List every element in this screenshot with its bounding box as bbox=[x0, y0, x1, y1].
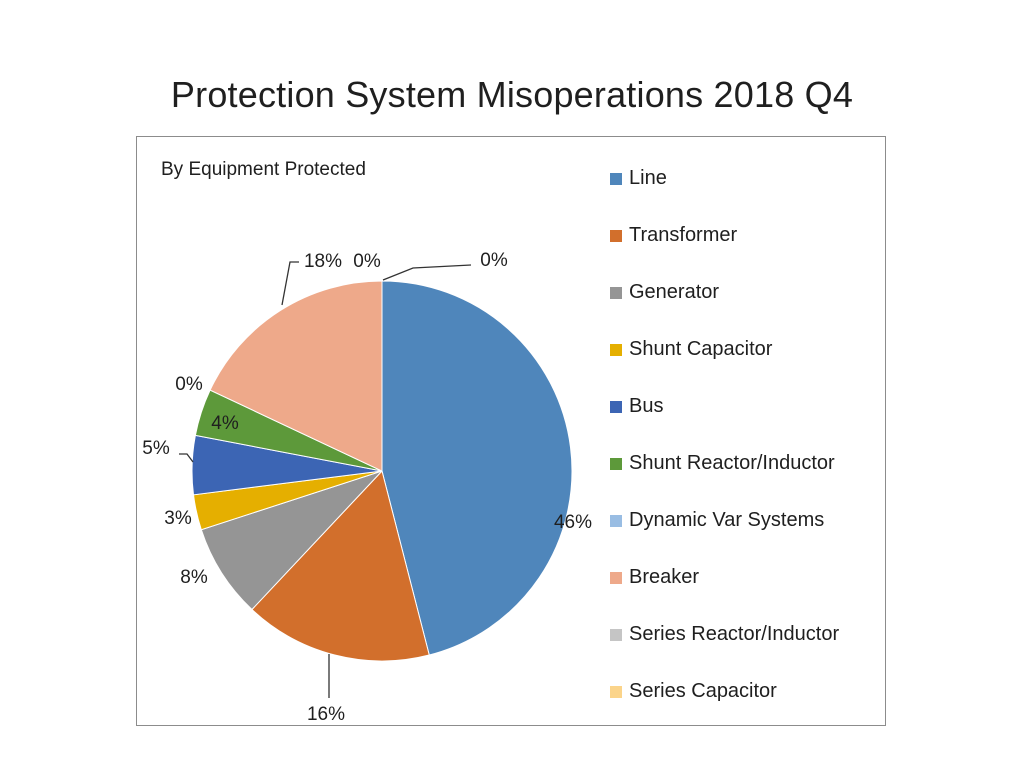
pie-slice-line bbox=[381, 280, 573, 656]
legend-label: Shunt Reactor/Inductor bbox=[629, 452, 835, 474]
legend-label: Breaker bbox=[629, 566, 700, 588]
leader-line-series-capacitor bbox=[382, 264, 472, 281]
legend-item-transformer: Transformer bbox=[610, 224, 839, 281]
legend-label: Shunt Capacitor bbox=[629, 338, 773, 360]
data-label-breaker: 18% bbox=[304, 251, 342, 272]
data-label-bus: 5% bbox=[142, 438, 170, 459]
legend-swatch bbox=[610, 230, 622, 242]
legend-label: Transformer bbox=[629, 224, 738, 246]
legend-swatch bbox=[610, 344, 622, 356]
data-label-shunt-capacitor: 3% bbox=[164, 508, 192, 529]
chart-subtitle: By Equipment Protected bbox=[161, 159, 366, 180]
legend-item-breaker: Breaker bbox=[610, 566, 839, 623]
data-label-transformer: 16% bbox=[307, 704, 345, 725]
legend-label: Dynamic Var Systems bbox=[629, 509, 825, 531]
legend-item-line: Line bbox=[610, 167, 839, 224]
legend-item-series-reactor-inductor: Series Reactor/Inductor bbox=[610, 623, 839, 680]
legend-label: Generator bbox=[629, 281, 720, 303]
legend-swatch bbox=[610, 287, 622, 299]
legend-item-bus: Bus bbox=[610, 395, 839, 452]
legend-item-generator: Generator bbox=[610, 281, 839, 338]
legend-swatch bbox=[610, 458, 622, 470]
leader-line-bus bbox=[179, 453, 194, 463]
data-label-shunt-reactor-inductor: 4% bbox=[211, 413, 239, 434]
data-label-dynamic-var-systems: 0% bbox=[175, 374, 203, 395]
pie-slice-breaker bbox=[209, 280, 383, 472]
legend-swatch bbox=[610, 572, 622, 584]
legend-item-shunt-capacitor: Shunt Capacitor bbox=[610, 338, 839, 395]
legend-label: Bus bbox=[629, 395, 664, 417]
legend-swatch bbox=[610, 401, 622, 413]
pie-slice-transformer bbox=[251, 469, 430, 662]
legend-swatch bbox=[610, 629, 622, 641]
legend-swatch bbox=[610, 686, 622, 698]
legend-swatch bbox=[610, 173, 622, 185]
legend-label: Series Capacitor bbox=[629, 680, 777, 702]
pie-chart: 46% 16% 8% 3% 5% 4% 0% 18% 0% 0% bbox=[142, 250, 592, 725]
pie-slice-generator bbox=[200, 470, 383, 611]
data-label-generator: 8% bbox=[180, 567, 208, 588]
legend-label: Line bbox=[629, 167, 667, 189]
legend-item-dynamic-var-systems: Dynamic Var Systems bbox=[610, 509, 839, 566]
chart-area: By Equipment Protected 46% 16% 8% 3% 5% 4% 0% 1… bbox=[136, 136, 886, 726]
leader-line-breaker bbox=[281, 261, 299, 306]
legend-swatch bbox=[610, 515, 622, 527]
legend-label: Series Reactor/Inductor bbox=[629, 623, 840, 645]
data-label-series-reactor-inductor: 0% bbox=[353, 251, 381, 272]
legend-item-series-capacitor: Series Capacitor bbox=[610, 680, 839, 737]
chart-title: Protection System Misoperations 2018 Q4 bbox=[170, 74, 854, 115]
legend-item-shunt-reactor-inductor: Shunt Reactor/Inductor bbox=[610, 452, 839, 509]
legend: Line Transformer Generator Shunt Capacitor B… bbox=[610, 167, 839, 737]
data-label-line: 46% bbox=[554, 512, 592, 533]
data-label-series-capacitor: 0% bbox=[480, 250, 508, 271]
